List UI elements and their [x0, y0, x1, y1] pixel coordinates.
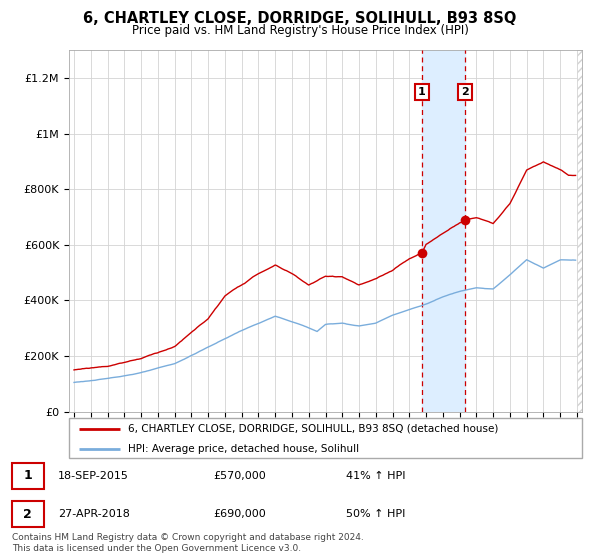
Text: 2: 2	[461, 87, 469, 97]
FancyBboxPatch shape	[12, 501, 44, 527]
Text: 2: 2	[23, 508, 32, 521]
FancyBboxPatch shape	[12, 463, 44, 489]
Text: 27-APR-2018: 27-APR-2018	[58, 509, 130, 519]
Text: 50% ↑ HPI: 50% ↑ HPI	[346, 509, 406, 519]
Text: £690,000: £690,000	[214, 509, 266, 519]
Text: 6, CHARTLEY CLOSE, DORRIDGE, SOLIHULL, B93 8SQ: 6, CHARTLEY CLOSE, DORRIDGE, SOLIHULL, B…	[83, 11, 517, 26]
FancyBboxPatch shape	[69, 418, 582, 458]
Text: 1: 1	[23, 469, 32, 482]
Bar	[422, 50, 465, 412]
Text: HPI: Average price, detached house, Solihull: HPI: Average price, detached house, Soli…	[128, 444, 359, 454]
Text: 41% ↑ HPI: 41% ↑ HPI	[346, 471, 406, 481]
Bar	[577, 50, 582, 412]
Text: Price paid vs. HM Land Registry's House Price Index (HPI): Price paid vs. HM Land Registry's House …	[131, 24, 469, 36]
Text: £570,000: £570,000	[214, 471, 266, 481]
Text: Contains HM Land Registry data © Crown copyright and database right 2024.
This d: Contains HM Land Registry data © Crown c…	[12, 533, 364, 553]
Text: 1: 1	[418, 87, 426, 97]
Text: 18-SEP-2015: 18-SEP-2015	[58, 471, 129, 481]
Text: 6, CHARTLEY CLOSE, DORRIDGE, SOLIHULL, B93 8SQ (detached house): 6, CHARTLEY CLOSE, DORRIDGE, SOLIHULL, B…	[128, 424, 499, 433]
